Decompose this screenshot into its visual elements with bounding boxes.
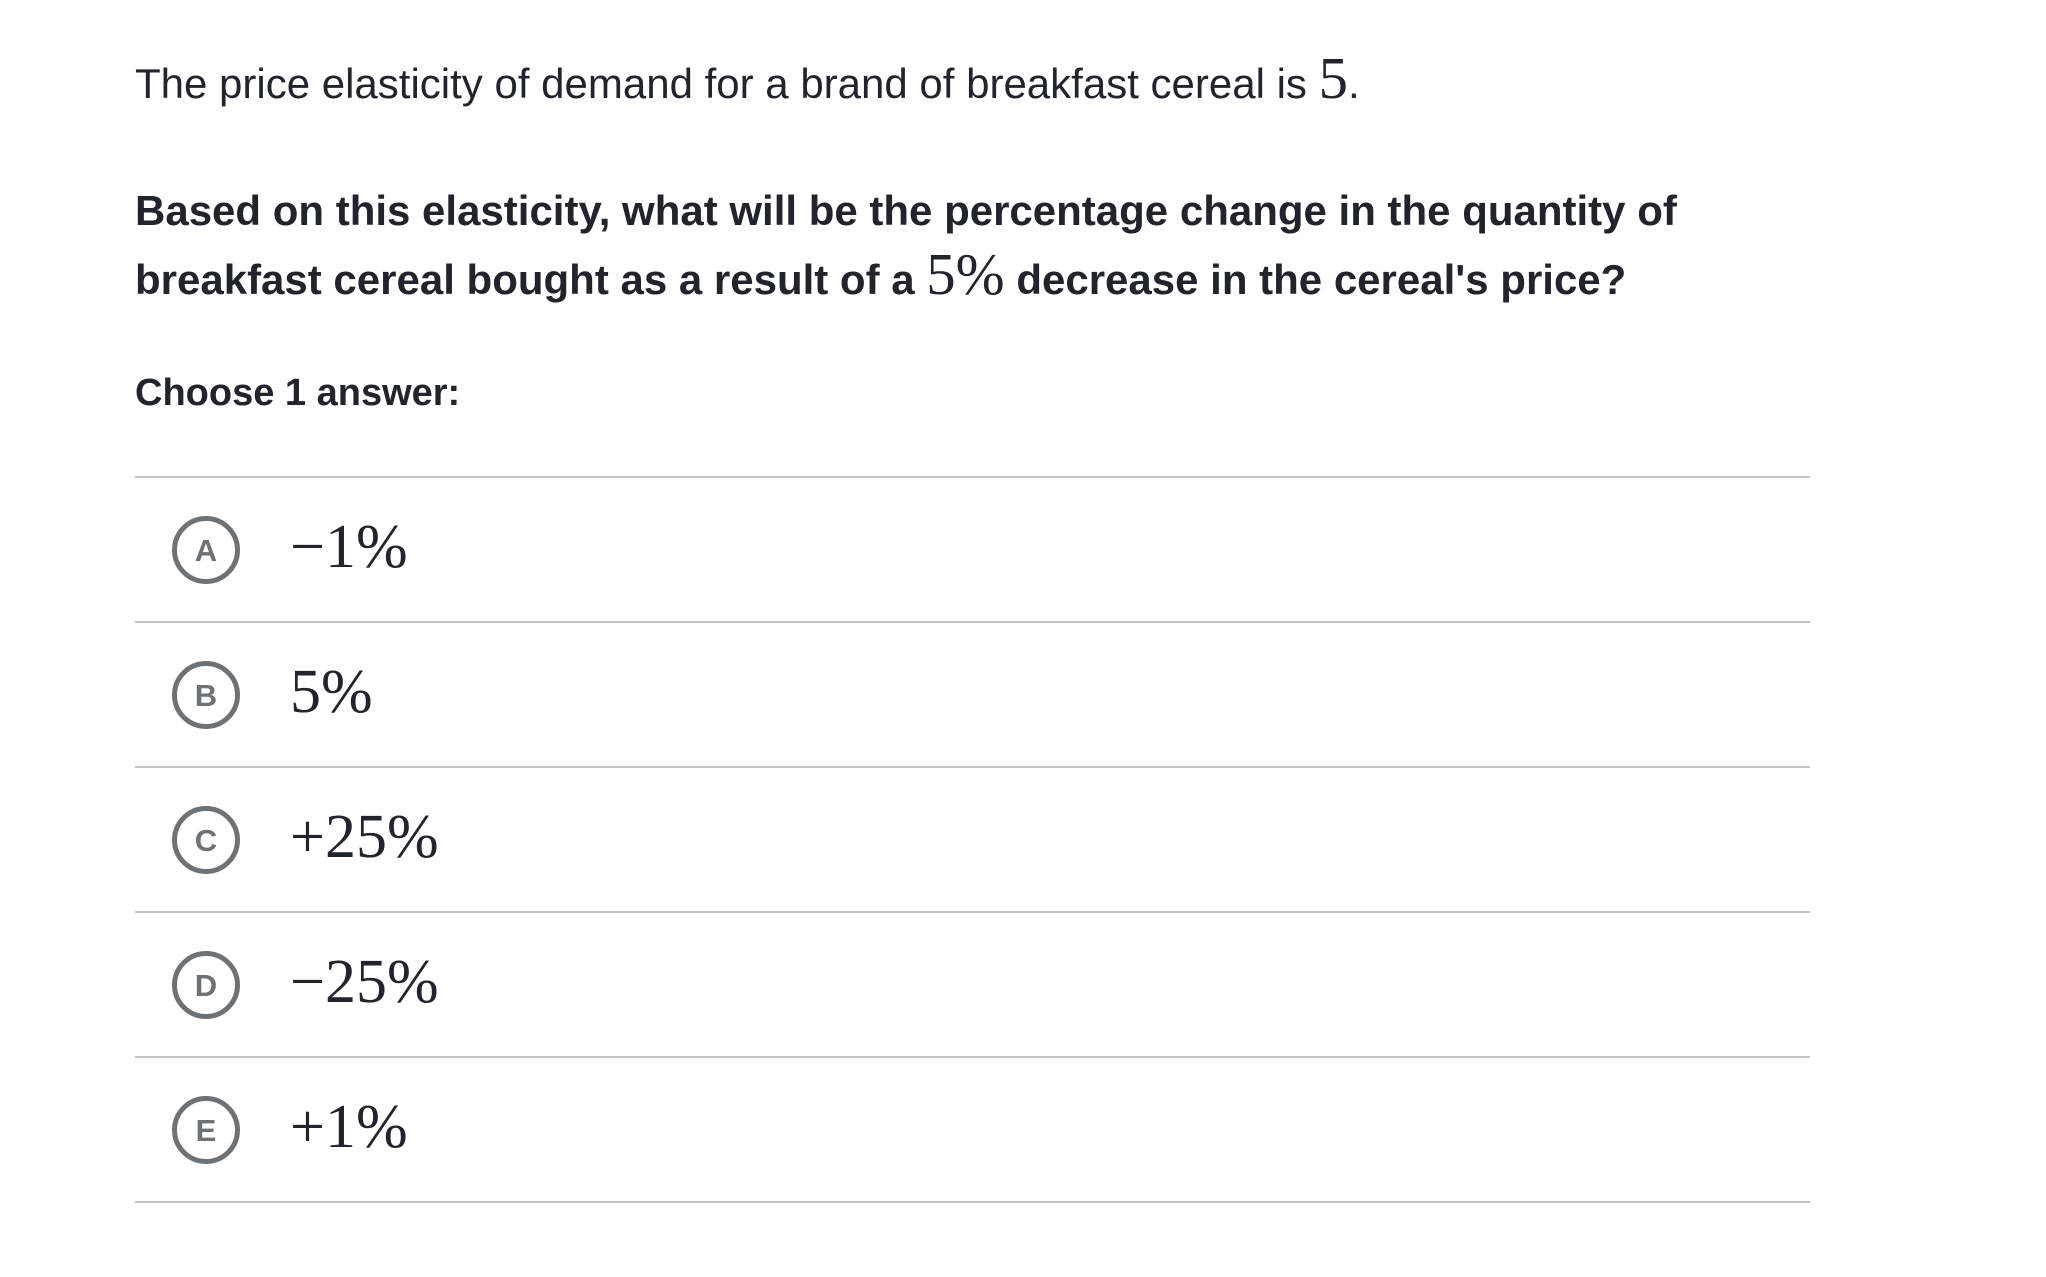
radio-button-d[interactable]: D [172, 950, 240, 1019]
answer-value-b: 5% [290, 657, 373, 726]
radio-button-c[interactable]: C [172, 805, 240, 874]
answer-row-e[interactable]: E +1% [135, 1056, 1810, 1201]
question-intro: The price elasticity of demand for a bra… [135, 49, 1810, 110]
radio-button-b[interactable]: B [172, 660, 240, 729]
choose-answer-label: Choose 1 answer: [135, 372, 461, 414]
answer-list: A −1% B 5% C +25% D −25% E +1% [135, 476, 1810, 1203]
answer-row-d[interactable]: D −25% [135, 911, 1810, 1056]
answer-value-a: −1% [290, 512, 408, 581]
inline-math-percent-change: 5% [926, 242, 1005, 307]
question-intro-text: The price elasticity of demand for a bra… [135, 60, 1319, 107]
question-panel: The price elasticity of demand for a bra… [135, 49, 1810, 1203]
answer-row-c[interactable]: C +25% [135, 766, 1810, 911]
question-intro-period: . [1348, 60, 1360, 107]
radio-button-e[interactable]: E [172, 1095, 240, 1164]
question-body-text-2: decrease in the cereal's price? [1004, 256, 1627, 303]
answer-value-c: +25% [290, 802, 439, 871]
answer-row-b[interactable]: B 5% [135, 621, 1810, 766]
answer-value-d: −25% [290, 947, 439, 1016]
answer-row-a[interactable]: A −1% [135, 476, 1810, 621]
answer-value-e: +1% [290, 1092, 408, 1161]
radio-letter-c: C [194, 823, 218, 858]
radio-letter-a: A [194, 533, 218, 568]
radio-button-a[interactable]: A [172, 515, 240, 584]
inline-math-elasticity-value: 5 [1318, 46, 1348, 111]
radio-letter-b: B [194, 678, 218, 713]
question-body-text-1: Based on this elasticity, what will be t… [135, 187, 1677, 303]
radio-letter-d: D [194, 968, 218, 1003]
radio-letter-e: E [195, 1113, 217, 1148]
question-body: Based on this elasticity, what will be t… [135, 176, 1785, 314]
